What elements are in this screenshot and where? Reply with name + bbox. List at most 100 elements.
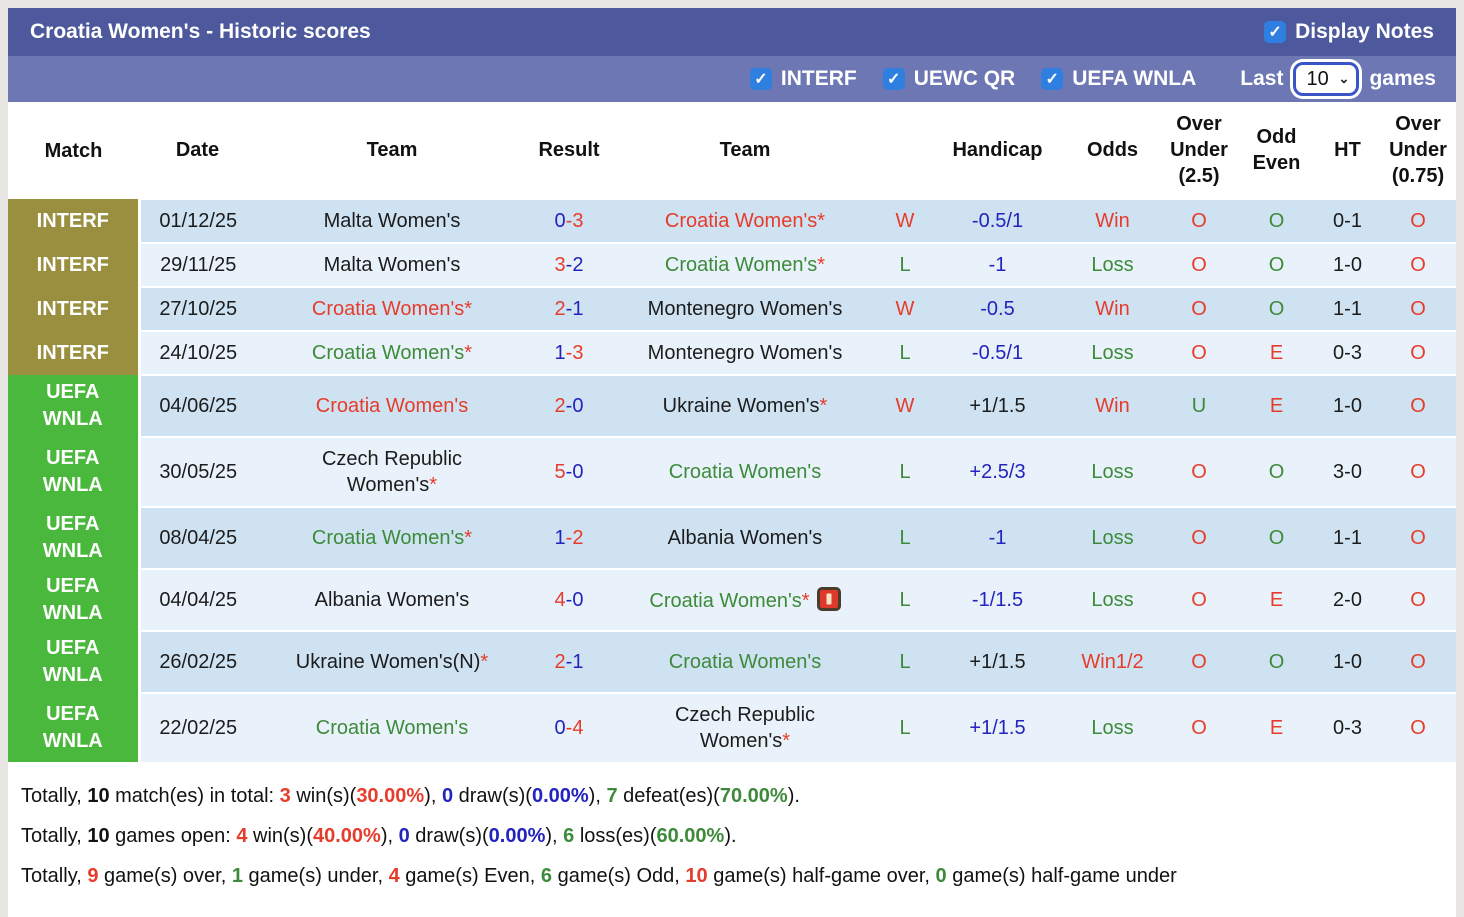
team-name: Montenegro Women's (647, 298, 843, 320)
odd-even-cell: E (1238, 568, 1315, 631)
away-team-cell: Czech Republic Women's* (610, 692, 880, 762)
summary-line: Totally, 10 match(es) in total: 3 win(s)… (21, 781, 1443, 812)
summary-segment: 10 (685, 865, 708, 887)
display-notes-checkbox[interactable]: ✓ (1264, 21, 1287, 43)
summary-segment: ), (380, 825, 399, 847)
last-games-select-wrap: 10 ⌄ (1293, 62, 1360, 96)
handicap-cell: -0.5/1 (930, 330, 1065, 375)
column-header-team: Team (256, 102, 528, 199)
result-cell: 5-0 (528, 436, 610, 507)
odds-cell: Loss (1065, 436, 1160, 507)
team-name: Ukraine Women's (662, 395, 820, 417)
summary-segment: draw(s)( (453, 785, 532, 807)
summary-segment: games open: (109, 825, 237, 847)
summary-segment: 6 (563, 825, 575, 847)
summary-line: Totally, 9 game(s) over, 1 game(s) under… (21, 861, 1443, 892)
odd-even-cell: O (1238, 506, 1315, 569)
date-cell: 04/06/25 (139, 374, 256, 437)
summary-section: Totally, 10 match(es) in total: 3 win(s)… (8, 762, 1456, 917)
team-name: Malta Women's (323, 254, 461, 276)
handicap-cell: +1/1.5 (930, 374, 1065, 437)
team-name: Croatia Women's (315, 395, 469, 417)
win-loss-cell: L (880, 630, 930, 693)
odd-even-cell: O (1238, 630, 1315, 693)
handicap-cell: -0.5 (930, 286, 1065, 331)
column-header-result: Result (528, 102, 610, 199)
filter-uewc-qr[interactable]: ✓ UEWC QR (882, 67, 1015, 91)
summary-segment: 9 (87, 865, 99, 887)
interf-checkbox[interactable]: ✓ (749, 68, 772, 90)
away-team-cell: Albania Women's (610, 506, 880, 569)
home-team-cell: Croatia Women's (256, 692, 528, 762)
display-notes-toggle[interactable]: ✓ Display Notes (1264, 20, 1434, 44)
summary-segment: ). (724, 825, 737, 847)
ht-cell: 1-0 (1315, 630, 1380, 693)
uewc-qr-checkbox[interactable]: ✓ (882, 68, 905, 90)
home-team-cell: Croatia Women's (256, 374, 528, 437)
uefa-wnla-label: UEFA WNLA (1072, 67, 1197, 90)
away-team-cell: Croatia Women's* (610, 568, 880, 631)
odds-cell: Win1/2 (1065, 630, 1160, 693)
summary-segment: 4 (236, 825, 248, 847)
away-score: -0 (565, 589, 584, 611)
filter-bar: ✓ INTERF ✓ UEWC QR ✓ UEFA WNLA Last 10 ⌄… (8, 56, 1456, 102)
over-under-2-5-cell: O (1160, 506, 1238, 569)
win-loss-cell: L (880, 506, 930, 569)
summary-segment: ), (545, 825, 564, 847)
home-team-cell: Croatia Women's* (256, 330, 528, 375)
away-team-cell: Ukraine Women's* (610, 374, 880, 437)
team-name: Croatia Women's (664, 254, 818, 276)
page-title: Croatia Women's - Historic scores (30, 20, 371, 43)
away-score: -2 (565, 254, 584, 276)
ht-cell: 3-0 (1315, 436, 1380, 507)
result-cell: 2-0 (528, 374, 610, 437)
filter-interf[interactable]: ✓ INTERF (749, 67, 857, 91)
match-cell: UEFA WNLA (8, 569, 141, 631)
team-name: Croatia Women's (315, 717, 469, 739)
away-team-cell: Croatia Women's* (610, 198, 880, 243)
away-team-cell: Montenegro Women's (610, 286, 880, 331)
summary-segment: game(s) half-game under (946, 865, 1177, 887)
uefa-wnla-checkbox[interactable]: ✓ (1041, 68, 1064, 90)
ht-cell: 1-0 (1315, 374, 1380, 437)
over-under-2-5-cell: O (1160, 692, 1238, 762)
over-under-2-5-cell: O (1160, 330, 1238, 375)
over-under-0-75-cell: O (1380, 630, 1456, 693)
filter-uefa-wnla[interactable]: ✓ UEFA WNLA (1041, 67, 1196, 91)
match-cell: UEFA WNLA (8, 631, 141, 693)
summary-line: Totally, 10 games open: 4 win(s)(40.00%)… (21, 821, 1443, 852)
summary-segment: 1 (231, 865, 243, 887)
summary-segment: 0.00% (531, 785, 589, 807)
result-cell: 3-2 (528, 242, 610, 287)
table-row: UEFA WNLA 26/02/25 Ukraine Women's(N)* 2-1 C… (8, 630, 1456, 693)
date-cell: 01/12/25 (139, 198, 256, 243)
over-under-0-75-cell: O (1380, 198, 1456, 243)
home-score: 5 (554, 461, 566, 483)
handicap-cell: +1/1.5 (930, 630, 1065, 693)
last-label: Last (1240, 67, 1284, 90)
team-name: Croatia Women's (668, 461, 822, 483)
result-cell: 2-1 (528, 286, 610, 331)
display-notes-label: Display Notes (1295, 20, 1434, 43)
table-row: INTERF 29/11/25 Malta Women's 3-2 Croatia Wo… (8, 242, 1456, 287)
home-score: 2 (554, 298, 566, 320)
last-games-select[interactable]: 10 (1296, 65, 1357, 93)
column-header-match: Match (8, 102, 139, 199)
summary-segment: 70.00% (719, 785, 788, 807)
team-name: Croatia Women's (668, 651, 822, 673)
odds-cell: Loss (1065, 568, 1160, 631)
match-cell: UEFA WNLA (8, 375, 141, 437)
home-away-star: * (817, 254, 826, 276)
summary-segment: Totally, (21, 785, 88, 807)
win-loss-cell: W (880, 374, 930, 437)
away-score: -3 (565, 210, 584, 232)
column-header-date: Date (139, 102, 256, 199)
home-team-cell: Ukraine Women's(N)* (256, 630, 528, 693)
handicap-cell: -1 (930, 242, 1065, 287)
summary-segment: 10 (87, 825, 110, 847)
match-cell: INTERF (8, 287, 141, 331)
table-row: UEFA WNLA 08/04/25 Croatia Women's* 1-2 Alba… (8, 506, 1456, 569)
home-team-cell: Croatia Women's* (256, 506, 528, 569)
odd-even-cell: O (1238, 436, 1315, 507)
odds-cell: Win (1065, 374, 1160, 437)
